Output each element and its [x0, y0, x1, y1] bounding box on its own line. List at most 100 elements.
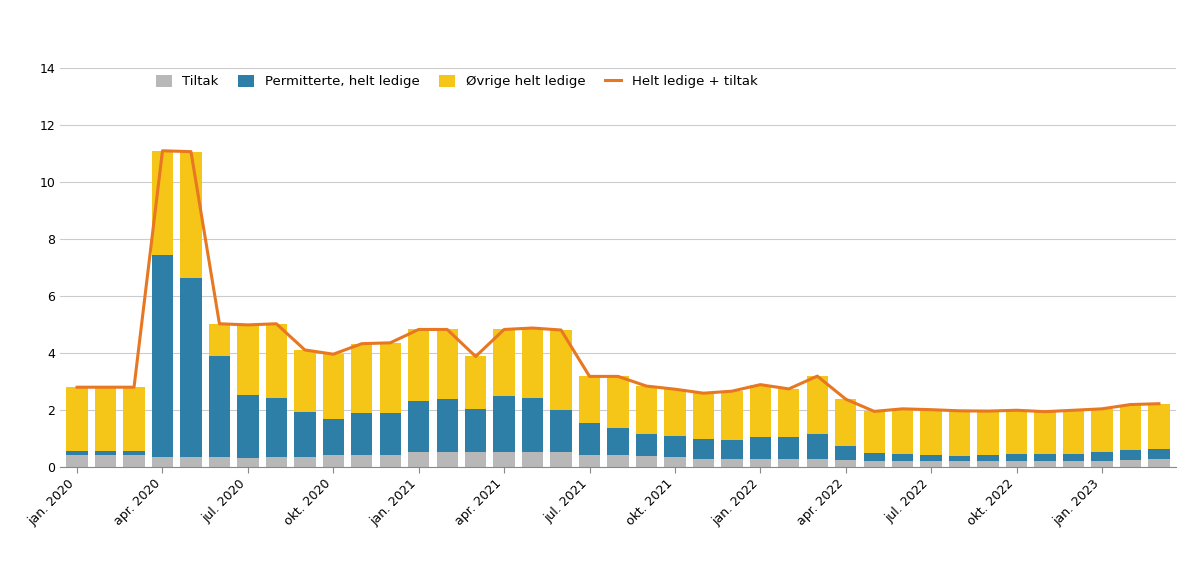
Bar: [493, 396, 515, 452]
Bar: [265, 457, 287, 467]
Bar: [1034, 461, 1056, 467]
Helt ledige + tiltak: [468, 353, 482, 360]
Bar: [323, 419, 344, 455]
Bar: [551, 452, 571, 467]
Bar: [209, 457, 230, 467]
Bar: [408, 401, 430, 452]
Bar: [238, 325, 258, 395]
Bar: [892, 461, 913, 467]
Bar: [892, 454, 913, 461]
Bar: [750, 385, 772, 437]
Bar: [750, 459, 772, 467]
Bar: [437, 399, 458, 452]
Bar: [920, 410, 942, 455]
Helt ledige + tiltak: [839, 396, 853, 403]
Bar: [95, 387, 116, 451]
Helt ledige + tiltak: [70, 384, 84, 390]
Helt ledige + tiltak: [184, 148, 198, 155]
Helt ledige + tiltak: [611, 373, 625, 380]
Bar: [209, 356, 230, 457]
Bar: [1006, 461, 1027, 467]
Bar: [238, 395, 258, 458]
Bar: [152, 255, 173, 456]
Bar: [1091, 461, 1112, 467]
Bar: [978, 461, 998, 467]
Bar: [265, 324, 287, 398]
Bar: [294, 457, 316, 467]
Bar: [864, 461, 884, 467]
Bar: [1034, 454, 1056, 461]
Helt ledige + tiltak: [1009, 407, 1024, 414]
Bar: [493, 452, 515, 467]
Bar: [1091, 409, 1112, 452]
Bar: [607, 428, 629, 455]
Bar: [1120, 405, 1141, 450]
Bar: [721, 459, 743, 467]
Bar: [607, 455, 629, 467]
Bar: [920, 461, 942, 467]
Bar: [408, 329, 430, 401]
Helt ledige + tiltak: [667, 386, 682, 393]
Bar: [636, 386, 658, 435]
Bar: [1006, 454, 1027, 461]
Bar: [352, 455, 372, 467]
Bar: [124, 451, 145, 455]
Bar: [692, 439, 714, 459]
Helt ledige + tiltak: [1094, 405, 1109, 412]
Bar: [778, 437, 799, 459]
Helt ledige + tiltak: [1038, 409, 1052, 415]
Bar: [864, 411, 884, 453]
Bar: [265, 398, 287, 457]
Bar: [551, 410, 571, 452]
Helt ledige + tiltak: [440, 326, 455, 333]
Helt ledige + tiltak: [383, 339, 397, 346]
Bar: [835, 399, 857, 446]
Bar: [665, 457, 685, 467]
Line: Helt ledige + tiltak: Helt ledige + tiltak: [77, 151, 1159, 412]
Bar: [294, 412, 316, 457]
Helt ledige + tiltak: [980, 407, 995, 414]
Bar: [95, 455, 116, 467]
Bar: [778, 459, 799, 467]
Bar: [665, 389, 685, 436]
Helt ledige + tiltak: [526, 324, 540, 331]
Helt ledige + tiltak: [1123, 401, 1138, 408]
Bar: [806, 376, 828, 435]
Bar: [1063, 454, 1084, 461]
Bar: [1091, 452, 1112, 461]
Bar: [95, 451, 116, 455]
Helt ledige + tiltak: [1152, 401, 1166, 407]
Bar: [522, 452, 544, 467]
Helt ledige + tiltak: [155, 147, 169, 154]
Bar: [806, 435, 828, 459]
Bar: [978, 455, 998, 461]
Bar: [665, 436, 685, 457]
Bar: [578, 423, 600, 455]
Bar: [692, 459, 714, 467]
Bar: [323, 455, 344, 467]
Bar: [408, 452, 430, 467]
Bar: [379, 455, 401, 467]
Bar: [578, 377, 600, 423]
Helt ledige + tiltak: [354, 340, 368, 347]
Helt ledige + tiltak: [582, 373, 596, 380]
Bar: [180, 278, 202, 457]
Bar: [152, 151, 173, 255]
Helt ledige + tiltak: [924, 406, 938, 413]
Helt ledige + tiltak: [868, 408, 882, 415]
Bar: [1148, 448, 1170, 460]
Helt ledige + tiltak: [269, 320, 283, 327]
Bar: [636, 456, 658, 467]
Helt ledige + tiltak: [640, 382, 654, 389]
Legend: Tiltak, Permitterte, helt ledige, Øvrige helt ledige, Helt ledige + tiltak: Tiltak, Permitterte, helt ledige, Øvrige…: [156, 75, 757, 88]
Bar: [294, 350, 316, 412]
Helt ledige + tiltak: [127, 384, 142, 390]
Helt ledige + tiltak: [781, 386, 796, 393]
Bar: [352, 413, 372, 455]
Helt ledige + tiltak: [241, 321, 256, 328]
Bar: [1063, 410, 1084, 454]
Bar: [864, 453, 884, 461]
Bar: [806, 459, 828, 467]
Bar: [949, 456, 971, 461]
Bar: [124, 455, 145, 467]
